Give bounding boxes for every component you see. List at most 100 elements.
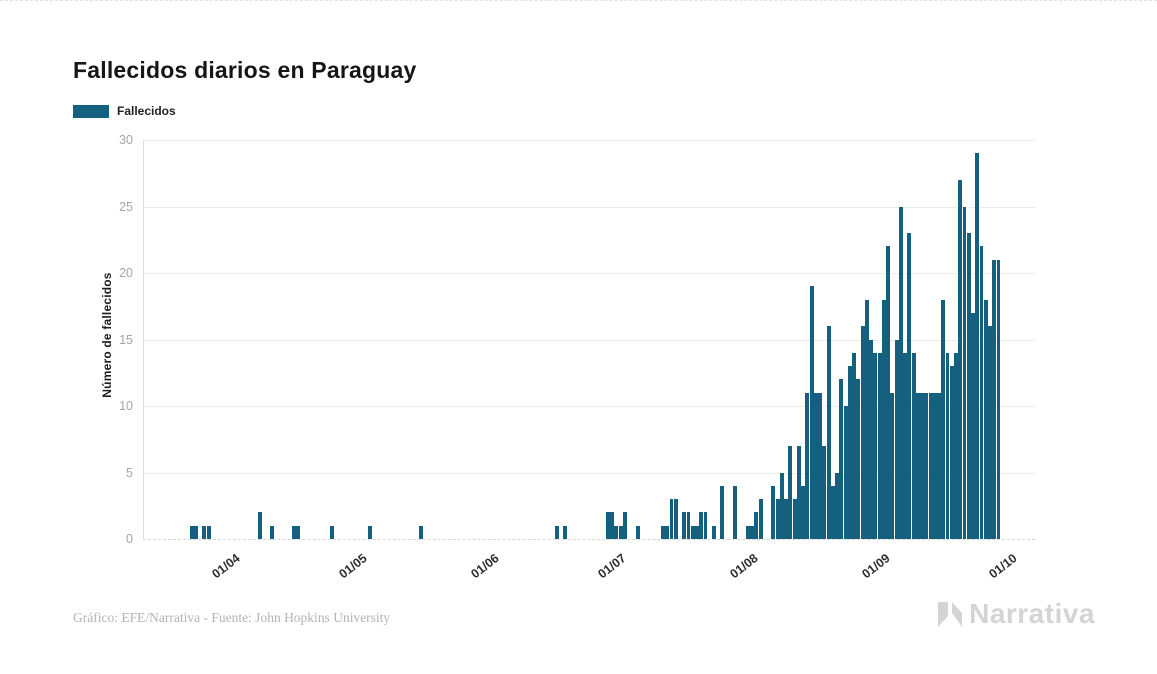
bar-07-12 <box>661 525 665 539</box>
bar-08-09 <box>779 472 784 539</box>
y-tick-label: 0 <box>126 532 133 546</box>
bar-08-17 <box>813 392 818 539</box>
bar-09-16 <box>941 299 946 539</box>
y-tick-label: 20 <box>119 266 133 280</box>
bar-07-13 <box>665 525 670 539</box>
page-title: Fallecidos diarios en Paraguay <box>73 57 417 84</box>
x-tick-label: 01/10 <box>986 551 1020 582</box>
bar-07-29 <box>733 485 738 539</box>
y-tick-label: 15 <box>119 332 133 347</box>
bar-08-08 <box>775 499 780 539</box>
bar-08-23 <box>839 379 844 539</box>
y-tick-label: 25 <box>119 199 133 214</box>
top-hairline <box>0 0 1157 1</box>
bar-09-26 <box>983 299 988 539</box>
y-tick-label: 30 <box>119 133 133 147</box>
bar-08-20 <box>826 326 831 539</box>
bar-09-06 <box>898 206 903 539</box>
bar-04-08 <box>257 512 262 539</box>
bar-08-04 <box>758 499 763 539</box>
bar-09-03 <box>886 246 891 539</box>
bar-09-15 <box>937 392 941 539</box>
bar-09-24 <box>975 153 980 539</box>
bar-09-25 <box>979 246 984 539</box>
gridline <box>143 273 1035 274</box>
bar-08-13 <box>796 445 801 539</box>
bar-09-11 <box>920 392 924 539</box>
bar-09-01 <box>877 352 882 539</box>
bar-07-24 <box>712 525 716 539</box>
bar-07-18 <box>686 512 691 539</box>
bar-04-11 <box>270 525 275 539</box>
bar-07-02 <box>618 525 623 539</box>
bar-08-10 <box>784 499 789 539</box>
bar-08-25 <box>847 366 852 539</box>
bar-09-08 <box>907 233 912 539</box>
bar-07-17 <box>682 512 687 539</box>
bar-03-27 <box>206 525 211 539</box>
bar-04-17 <box>295 525 300 539</box>
legend-label: Fallecidos <box>117 104 176 118</box>
bar-06-30 <box>610 512 615 539</box>
bar-09-20 <box>958 179 963 539</box>
bar-09-29 <box>996 259 1001 539</box>
bar-09-05 <box>894 339 899 539</box>
bar-03-23 <box>189 525 194 539</box>
narrativa-logo: Narrativa <box>937 598 1095 630</box>
bar-08-27 <box>856 379 861 539</box>
bar-07-21 <box>699 512 704 539</box>
bar-08-12 <box>792 499 797 539</box>
bar-03-24 <box>193 525 198 539</box>
bar-07-26 <box>720 485 725 539</box>
bar-08-14 <box>801 485 806 539</box>
x-tick-label: 01/06 <box>468 551 502 582</box>
bar-09-13 <box>928 392 933 539</box>
bar-07-06 <box>635 525 640 539</box>
bar-09-18 <box>949 366 954 539</box>
bar-08-03 <box>754 512 759 539</box>
y-axis-line <box>143 140 144 539</box>
bar-08-18 <box>818 392 823 539</box>
x-tick-label: 01/04 <box>209 551 243 582</box>
bar-08-16 <box>809 286 814 539</box>
narrativa-logo-icon <box>938 601 963 627</box>
bar-09-09 <box>911 352 916 539</box>
bar-08-26 <box>852 352 857 539</box>
bar-05-16 <box>419 525 423 539</box>
bar-08-01 <box>745 525 750 539</box>
bar-06-19 <box>563 525 568 539</box>
x-tick-label: 01/08 <box>727 551 761 582</box>
bar-09-17 <box>945 352 950 539</box>
bar-08-22 <box>835 472 840 539</box>
bar-09-23 <box>971 312 975 539</box>
bar-07-01 <box>614 525 619 539</box>
bar-09-14 <box>932 392 937 539</box>
bar-09-12 <box>924 392 929 539</box>
bar-09-22 <box>966 233 971 539</box>
gridline <box>143 339 1035 341</box>
bar-09-19 <box>954 352 958 539</box>
gridline <box>143 472 1035 474</box>
bar-08-31 <box>873 352 878 539</box>
y-axis-label: Número de fallecidos <box>100 272 114 398</box>
bar-08-21 <box>830 485 835 539</box>
bar-07-03 <box>622 512 627 539</box>
bar-07-20 <box>695 525 699 539</box>
bar-06-29 <box>605 512 610 539</box>
bar-03-26 <box>202 525 207 539</box>
bar-08-30 <box>869 339 874 539</box>
x-tick-label: 01/07 <box>595 551 629 582</box>
bar-08-24 <box>843 406 848 539</box>
y-tick-label: 10 <box>119 399 133 413</box>
bar-07-14 <box>669 499 674 539</box>
bar-04-25 <box>329 525 334 539</box>
x-tick-label: 01/09 <box>858 551 893 582</box>
gridline <box>143 206 1035 208</box>
bar-05-04 <box>368 525 372 539</box>
bar-07-22 <box>703 512 708 539</box>
y-tick-label: 5 <box>126 465 133 480</box>
bar-09-02 <box>881 299 886 539</box>
bar-09-07 <box>903 352 908 539</box>
bar-09-10 <box>915 392 920 539</box>
bar-08-19 <box>822 445 827 539</box>
